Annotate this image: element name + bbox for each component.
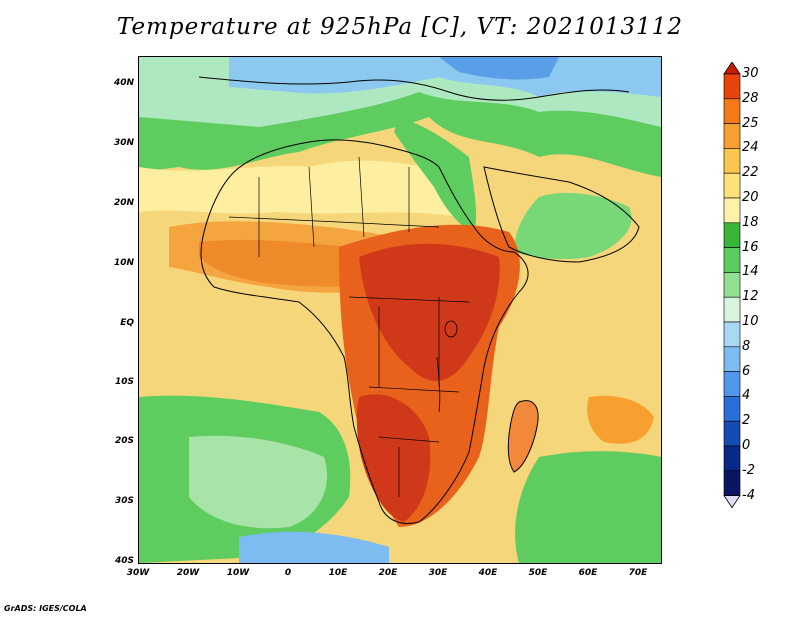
colorbar-segments xyxy=(723,62,741,509)
lon-tick-70e: 70E xyxy=(628,568,648,578)
sahara-pale xyxy=(139,160,469,217)
colorbar-segment xyxy=(723,346,741,372)
lon-tick-20e: 20E xyxy=(378,568,398,578)
colorbar-segment xyxy=(723,123,741,149)
colorbar-segment xyxy=(723,470,741,496)
credit-text: GrADS: IGES/COLA xyxy=(4,604,87,613)
colorbar-segment xyxy=(723,420,741,447)
lon-tick-10w: 10W xyxy=(226,568,250,578)
lon-tick-40e: 40E xyxy=(478,568,498,578)
colorbar-segment xyxy=(723,272,741,298)
colorbar-label: 30 xyxy=(742,66,759,81)
colorbar-label: 4 xyxy=(742,388,751,404)
south-ocean-blue xyxy=(239,531,389,563)
temperature-map xyxy=(138,56,662,564)
colorbar-label: 2 xyxy=(742,413,751,429)
lat-tick-40n: 40N xyxy=(113,78,134,88)
lon-tick-20w: 20W xyxy=(176,568,200,578)
colorbar-segment xyxy=(723,321,741,348)
europe-coastline xyxy=(198,76,630,101)
south-africa-core xyxy=(356,394,431,522)
colorbar-segment xyxy=(723,396,741,422)
arabia-green xyxy=(514,192,632,260)
colorbar-label: 14 xyxy=(742,264,759,280)
colorbar-label: 24 xyxy=(742,140,759,156)
lon-tick-0: 0 xyxy=(284,568,292,578)
lat-tick-30s: 30S xyxy=(114,496,134,506)
colorbar-top-triangle xyxy=(723,62,741,75)
map-title: Temperature at 925hPa [C], VT: 202101311… xyxy=(116,14,684,40)
indian-ocean-green xyxy=(515,451,661,563)
lat-tick-10s: 10S xyxy=(114,377,134,387)
colorbar-label: 8 xyxy=(742,338,751,354)
colorbar-segment xyxy=(723,371,741,397)
south-atlantic-lightgreen xyxy=(189,435,328,529)
colorbar-segment xyxy=(723,222,741,248)
colorbar-segment xyxy=(723,148,741,174)
lon-tick-60e: 60E xyxy=(578,568,598,578)
colorbar-label: 18 xyxy=(742,214,759,230)
lon-tick-30w: 30W xyxy=(126,568,150,578)
colorbar-segment xyxy=(723,296,741,323)
colorbar-label: 12 xyxy=(742,289,759,305)
madagascar xyxy=(507,400,539,473)
arabia-coastline xyxy=(483,166,640,263)
country-borders xyxy=(228,156,470,497)
lon-tick-10e: 10E xyxy=(328,568,348,578)
colorbar-bottom-triangle xyxy=(723,495,741,509)
colorbar-label: 22 xyxy=(742,165,759,181)
colorbar-label: 6 xyxy=(742,363,751,379)
colorbar-label: 20 xyxy=(742,190,759,205)
colorbar-segment xyxy=(723,98,741,124)
colorbar-segment xyxy=(723,197,741,224)
indian-ocean-orange xyxy=(587,395,654,444)
egypt-green xyxy=(394,117,477,232)
central-africa-core xyxy=(359,243,500,381)
lat-tick-20n: 20N xyxy=(113,198,134,208)
colorbar xyxy=(723,62,741,509)
colorbar-label: 28 xyxy=(742,90,759,106)
colorbar-segment xyxy=(723,445,741,472)
north-cool-darkblue xyxy=(439,57,559,80)
colorbar-label: 0 xyxy=(742,438,751,453)
colorbar-label: 10 xyxy=(742,314,759,329)
lat-tick-30n: 30N xyxy=(113,138,134,148)
lon-tick-50e: 50E xyxy=(528,568,548,578)
colorbar-segment xyxy=(723,172,741,199)
lat-tick-eq: EQ xyxy=(120,318,134,328)
colorbar-label: 16 xyxy=(742,239,759,255)
africa-coastline xyxy=(200,139,529,524)
lat-tick-40s: 40S xyxy=(114,556,134,566)
colorbar-segment xyxy=(723,73,741,100)
lat-tick-20s: 20S xyxy=(114,436,134,446)
colorbar-label: -4 xyxy=(742,487,755,503)
lon-tick-30e: 30E xyxy=(428,568,448,578)
colorbar-label: -2 xyxy=(742,462,755,478)
lakes xyxy=(436,320,458,413)
lat-tick-10n: 10N xyxy=(113,258,134,268)
colorbar-label: 25 xyxy=(742,115,759,131)
colorbar-segment xyxy=(723,247,741,273)
